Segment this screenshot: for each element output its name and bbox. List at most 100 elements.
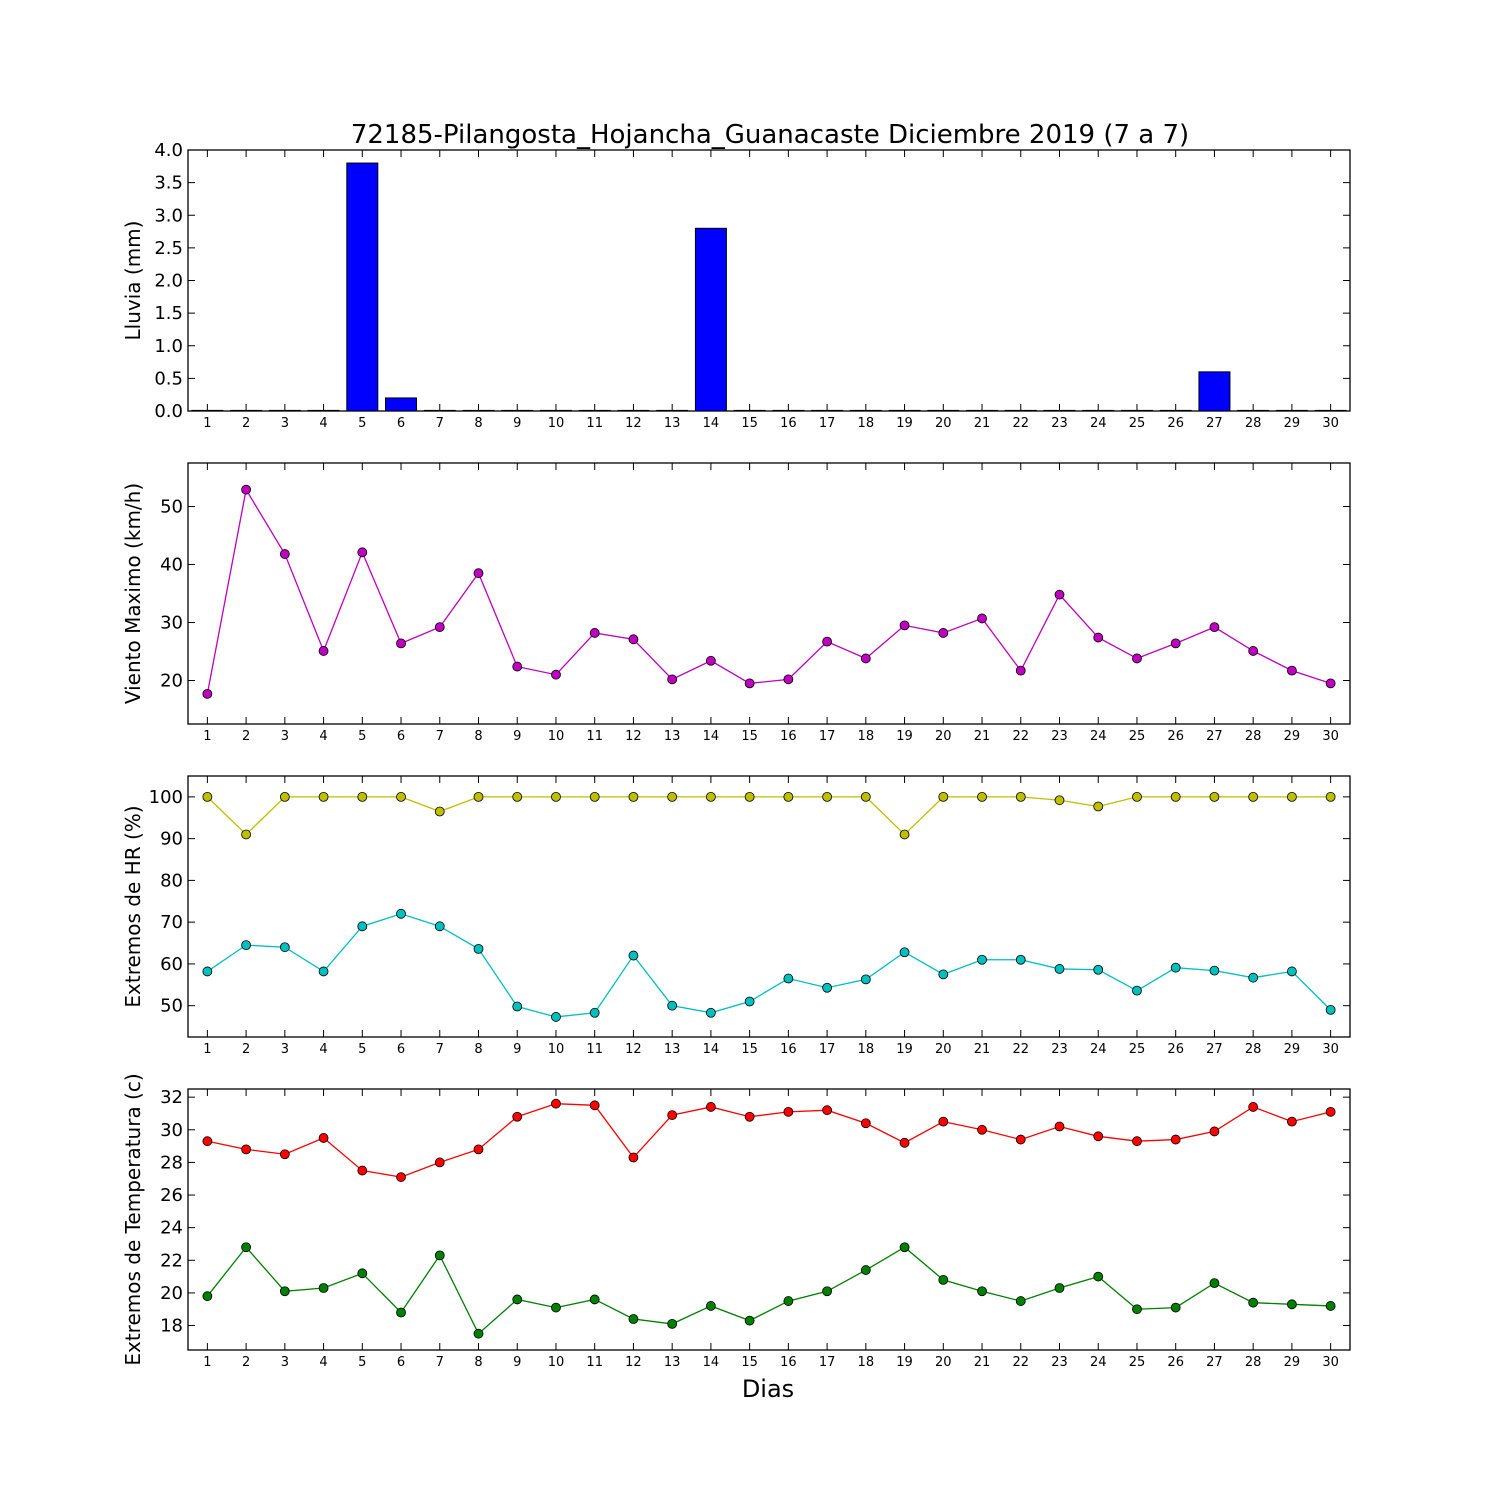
data-point [899, 620, 910, 631]
data-point [822, 636, 832, 647]
x-tick-label: 8 [474, 1042, 482, 1057]
x-tick-label: 14 [703, 729, 720, 744]
y-axis-label: Extremos de Temperatura (c) [121, 1073, 145, 1365]
data-point [1170, 962, 1181, 973]
bar [849, 409, 882, 412]
panel-1: 0.00.51.01.52.02.53.03.54.01 2 3 4 5 6 7 8 9 10 11… [121, 140, 1351, 431]
data-point [706, 1007, 716, 1018]
x-tick-label: 21 [974, 1042, 991, 1057]
data-point [1054, 589, 1065, 600]
x-tick-label: 24 [1090, 729, 1107, 744]
data-point [1248, 791, 1259, 802]
data-point [1325, 678, 1336, 689]
x-tick-label: 13 [664, 1042, 681, 1057]
x-tick-label: 30 [1322, 1042, 1339, 1057]
x-tick-label: 7 [436, 416, 444, 431]
data-point [1054, 1121, 1065, 1132]
bar [1004, 409, 1037, 412]
x-tick-label: 29 [1284, 416, 1301, 431]
x-tick-label: 6 [397, 1042, 405, 1057]
data-point [473, 1144, 484, 1155]
bar [1275, 409, 1308, 412]
data-point [977, 1286, 987, 1297]
data-point [202, 791, 213, 802]
x-tick-label: 19 [896, 729, 913, 744]
x-tick-label: 26 [1167, 1042, 1184, 1057]
bar [966, 409, 999, 412]
data-point [279, 1149, 290, 1160]
data-point [1248, 972, 1259, 983]
data-point [434, 1157, 445, 1168]
y-axis-label: Viento Maximo (km/h) [121, 483, 145, 704]
x-tick-label: 9 [513, 416, 521, 431]
series-line [206, 487, 1331, 694]
y-tick-label: 0.5 [154, 368, 183, 389]
panels: 0.00.51.01.52.02.53.03.54.01 2 3 4 5 6 7 8 9 10 11… [121, 140, 1351, 1370]
data-point [667, 1000, 678, 1011]
data-point [783, 791, 794, 802]
y-tick-label: 50 [160, 996, 183, 1017]
bar [307, 409, 340, 412]
data-point [318, 1283, 329, 1293]
x-tick-label: 20 [935, 416, 952, 431]
data-point [357, 547, 368, 558]
x-tick-label: 17 [819, 1042, 836, 1057]
y-axis-label: Extremos de HR (%) [121, 805, 145, 1007]
y-tick-label: 2.5 [154, 238, 183, 259]
x-tick-label: 13 [664, 1355, 681, 1370]
bar [1314, 409, 1347, 412]
y-tick-label: 40 [160, 555, 183, 576]
x-tick-label: 7 [436, 1355, 444, 1370]
y-tick-label: 26 [160, 1185, 183, 1206]
data-point [202, 1291, 213, 1302]
x-tick-label: 4 [319, 729, 327, 744]
data-point [241, 1242, 252, 1253]
data-point [396, 638, 406, 649]
data-point [1287, 1116, 1297, 1127]
x-tick-label: 14 [703, 1355, 720, 1370]
y-tick-label: 22 [160, 1250, 183, 1271]
x-tick-label: 29 [1284, 1355, 1301, 1370]
x-tick-label: 15 [741, 416, 758, 431]
data-point [279, 1286, 290, 1297]
data-point [473, 943, 484, 954]
y-tick-label: 20 [160, 671, 183, 692]
data-point [1325, 1106, 1336, 1117]
x-tick-label: 12 [625, 1042, 642, 1057]
data-point [899, 1137, 910, 1148]
x-tick-label: 9 [513, 1042, 521, 1057]
x-tick-label: 18 [858, 729, 875, 744]
x-tick-label: 23 [1051, 416, 1068, 431]
data-point [589, 1007, 600, 1018]
data-point [667, 674, 678, 685]
data-point [279, 942, 290, 953]
x-tick-label: 27 [1206, 729, 1223, 744]
data-point [1054, 1283, 1065, 1293]
x-tick-label: 20 [935, 1355, 952, 1370]
bar [268, 409, 301, 412]
x-tick-label: 25 [1129, 416, 1146, 431]
x-tick-label: 25 [1129, 1042, 1146, 1057]
data-point [589, 1294, 600, 1305]
y-tick-label: 1.0 [154, 336, 183, 357]
bar [1237, 409, 1270, 412]
data-point [1325, 1004, 1336, 1015]
data-point [744, 678, 755, 689]
data-point [318, 646, 329, 656]
data-point [822, 982, 832, 993]
x-tick-label: 14 [703, 416, 720, 431]
x-tick-label: 20 [935, 1042, 952, 1057]
bar [539, 409, 572, 412]
x-tick-label: 25 [1129, 729, 1146, 744]
series-line [206, 1246, 1331, 1335]
x-tick-label: 14 [703, 1042, 720, 1057]
bar [191, 409, 224, 412]
bar [694, 227, 727, 412]
data-point [202, 688, 213, 699]
y-tick-label: 90 [160, 829, 183, 850]
x-tick-label: 17 [819, 416, 836, 431]
y-tick-label: 32 [160, 1087, 183, 1108]
bar [1120, 409, 1153, 412]
data-point [1093, 1131, 1104, 1142]
x-tick-label: 26 [1167, 729, 1184, 744]
